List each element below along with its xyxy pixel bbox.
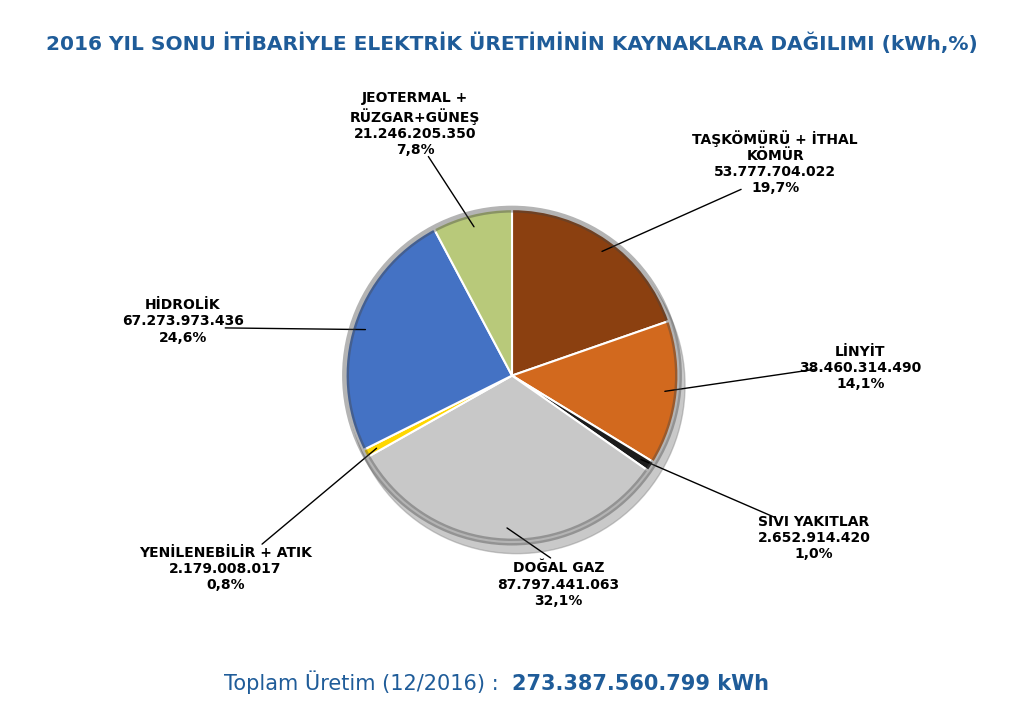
Text: SIVI YAKITLAR
2.652.914.420
1,0%: SIVI YAKITLAR 2.652.914.420 1,0% [758, 515, 870, 561]
Text: DOĞAL GAZ
87.797.441.063
32,1%: DOĞAL GAZ 87.797.441.063 32,1% [498, 561, 620, 608]
Wedge shape [367, 376, 648, 542]
Wedge shape [434, 209, 512, 376]
Text: LİNYİT
38.460.314.490
14,1%: LİNYİT 38.460.314.490 14,1% [800, 345, 922, 391]
Text: HİDROLİK
67.273.973.436
24,6%: HİDROLİK 67.273.973.436 24,6% [122, 298, 244, 345]
Wedge shape [512, 209, 670, 376]
Text: 2016 YIL SONU İTİBARİYLE ELEKTRİK ÜRETİMİNİN KAYNAKLARA DAĞILIMI (kWh,%): 2016 YIL SONU İTİBARİYLE ELEKTRİK ÜRETİM… [46, 33, 978, 55]
Wedge shape [512, 321, 679, 462]
Text: YENİLENEBİLİR + ATIK
2.179.008.017
0,8%: YENİLENEBİLİR + ATIK 2.179.008.017 0,8% [139, 546, 312, 593]
Text: 273.387.560.799 kWh: 273.387.560.799 kWh [512, 674, 769, 694]
Text: Toplam Üretim (12/2016) :: Toplam Üretim (12/2016) : [224, 671, 512, 694]
Wedge shape [512, 376, 654, 471]
Text: TAŞKÖMÜRÜ + İTHAL
KÖMÜR
53.777.704.022
19,7%: TAŞKÖMÜRÜ + İTHAL KÖMÜR 53.777.704.022 1… [692, 130, 858, 196]
Circle shape [348, 217, 685, 554]
Wedge shape [364, 376, 512, 457]
Text: JEOTERMAL +
RÜZGAR+GÜNEŞ
21.246.205.350
7,8%: JEOTERMAL + RÜZGAR+GÜNEŞ 21.246.205.350 … [350, 91, 480, 157]
Wedge shape [345, 228, 512, 450]
